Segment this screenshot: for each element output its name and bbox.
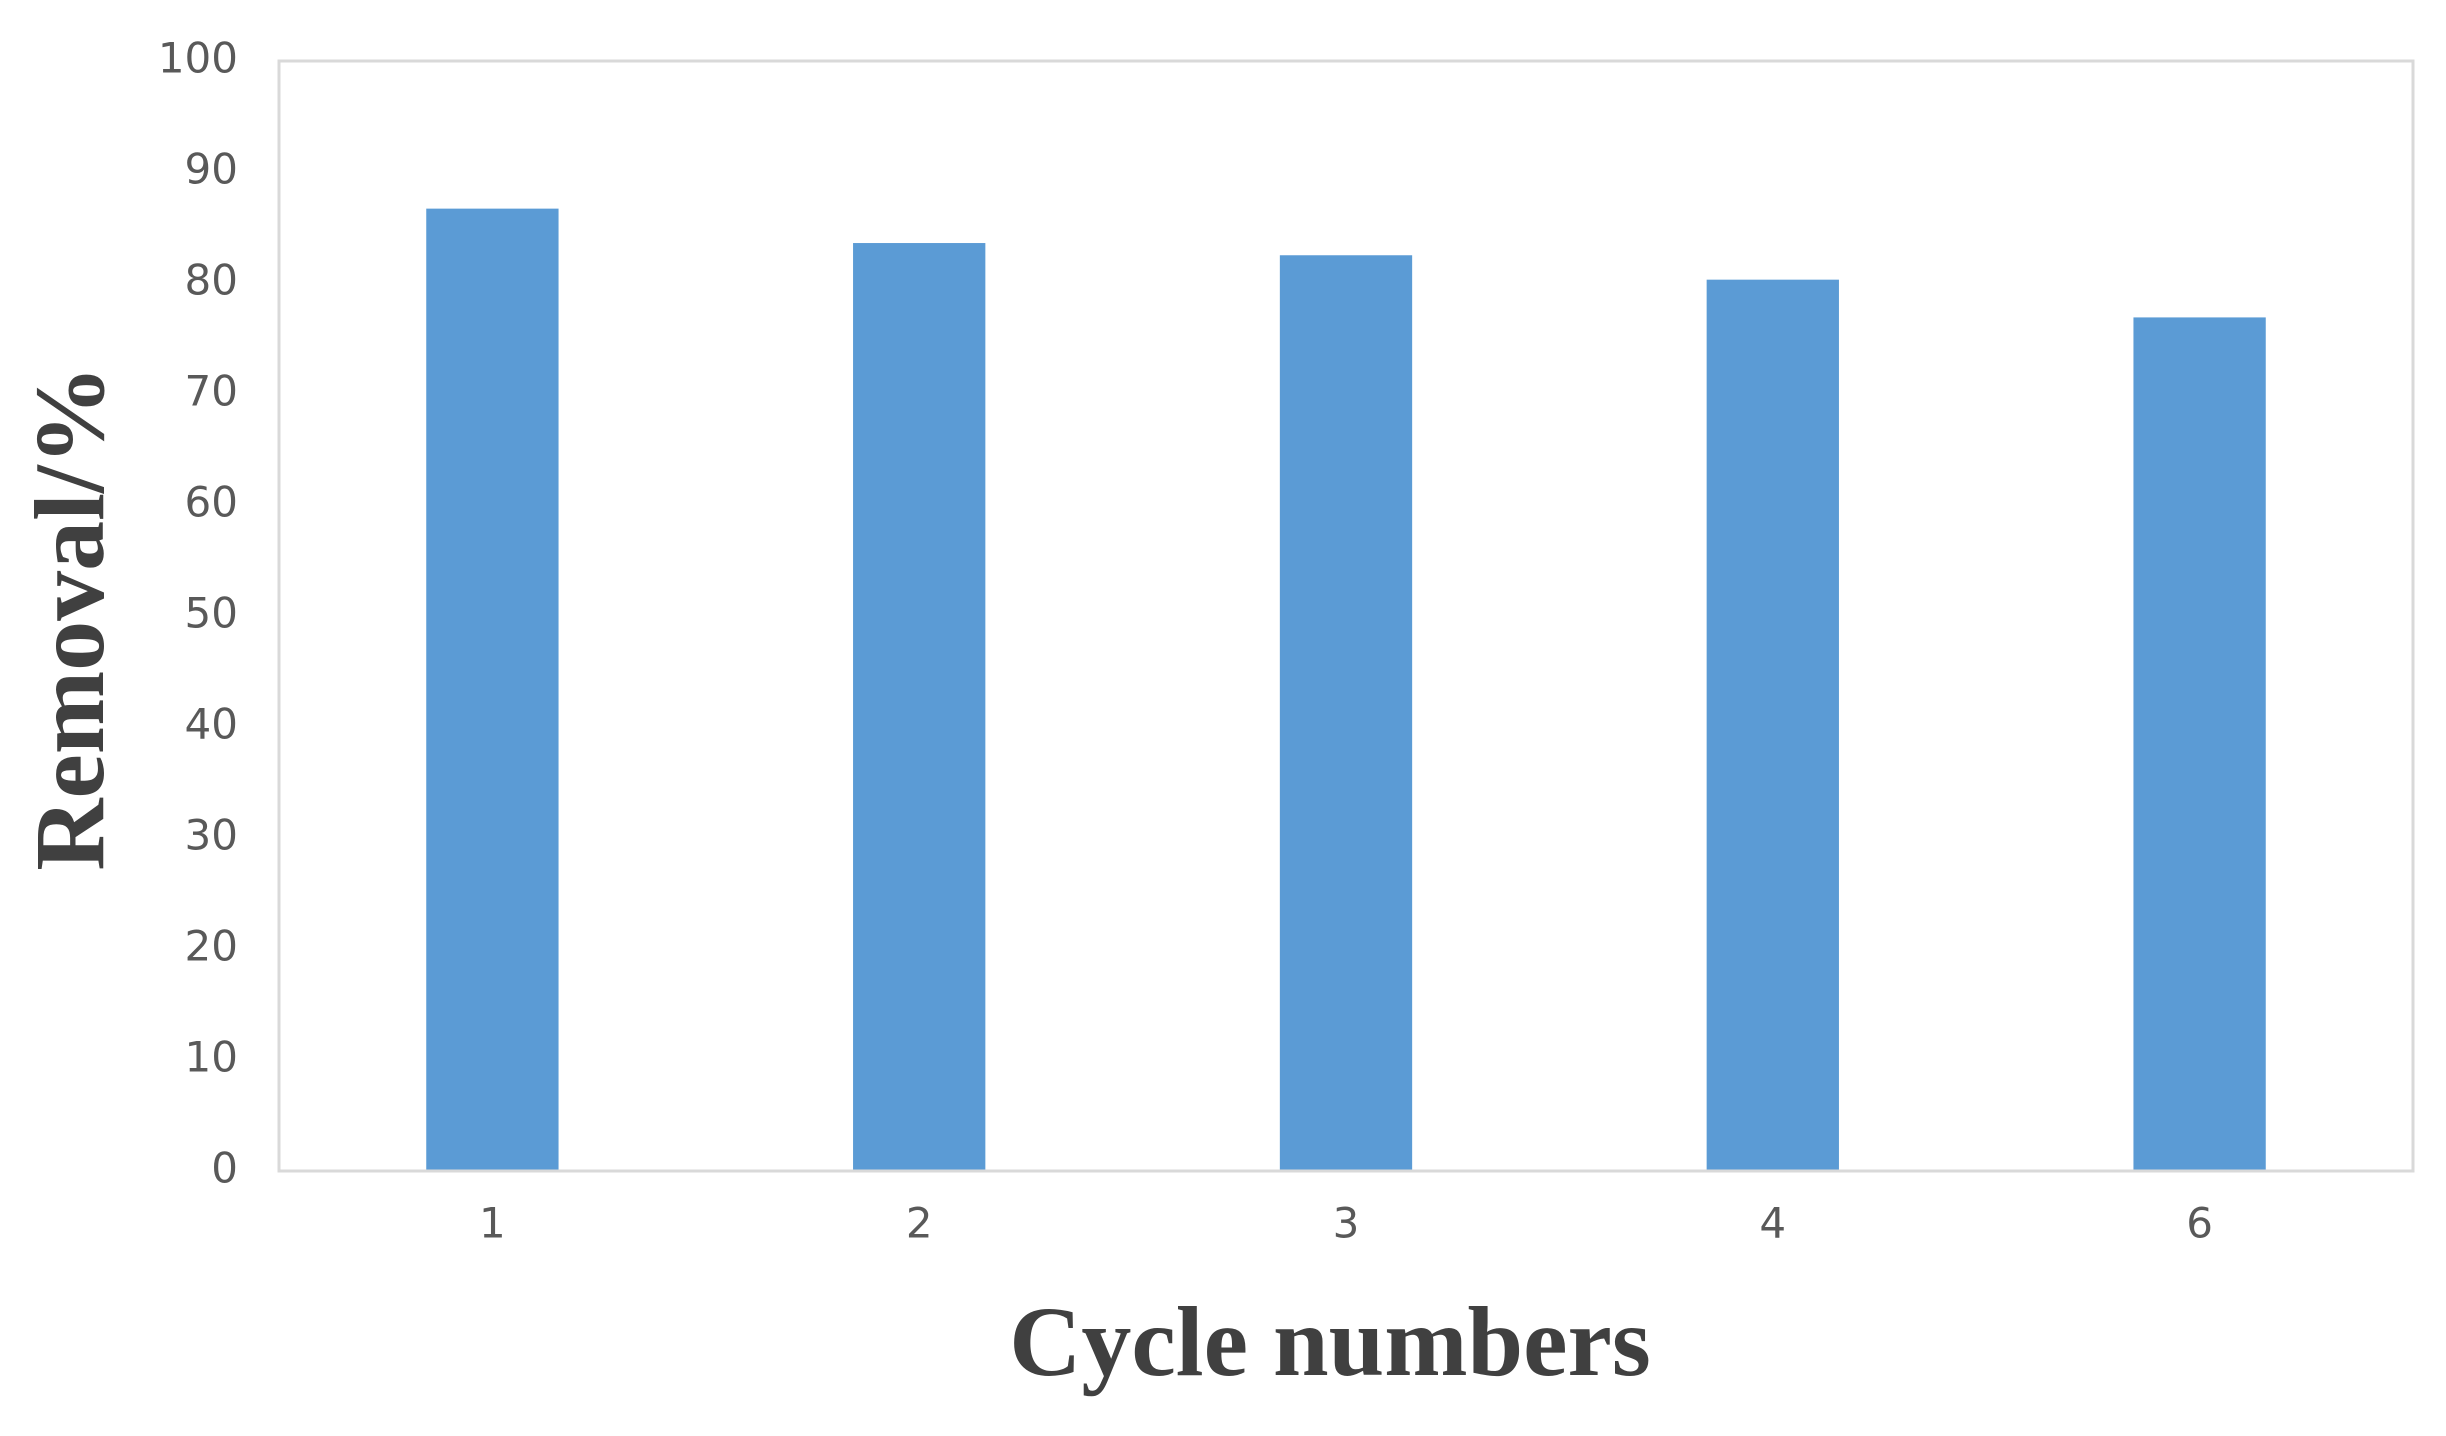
y-tick-label: 100 [158, 34, 238, 83]
y-tick-label: 90 [185, 145, 238, 194]
y-tick-label: 70 [185, 367, 238, 416]
y-tick-label: 40 [185, 700, 238, 749]
x-tick-label: 4 [1759, 1199, 1786, 1248]
bar [2133, 317, 2266, 1171]
x-tick-label: 2 [906, 1199, 933, 1248]
bar [1706, 279, 1839, 1171]
x-axis-title: Cycle numbers [1009, 1286, 1651, 1397]
bar [426, 208, 559, 1171]
y-tick-label: 60 [185, 478, 238, 527]
y-tick-label: 80 [185, 256, 238, 305]
bar [853, 243, 986, 1172]
x-tick-label: 3 [1333, 1199, 1360, 1248]
x-tick-label: 6 [2186, 1199, 2213, 1248]
y-tick-label: 50 [185, 589, 238, 638]
bar [1279, 255, 1413, 1171]
y-axis-title: Removal/% [14, 365, 125, 870]
x-tick-label: 1 [479, 1199, 506, 1248]
y-tick-label: 0 [211, 1144, 238, 1193]
y-tick-label: 20 [185, 922, 238, 971]
y-tick-label: 10 [185, 1033, 238, 1082]
y-tick-label: 30 [185, 811, 238, 860]
